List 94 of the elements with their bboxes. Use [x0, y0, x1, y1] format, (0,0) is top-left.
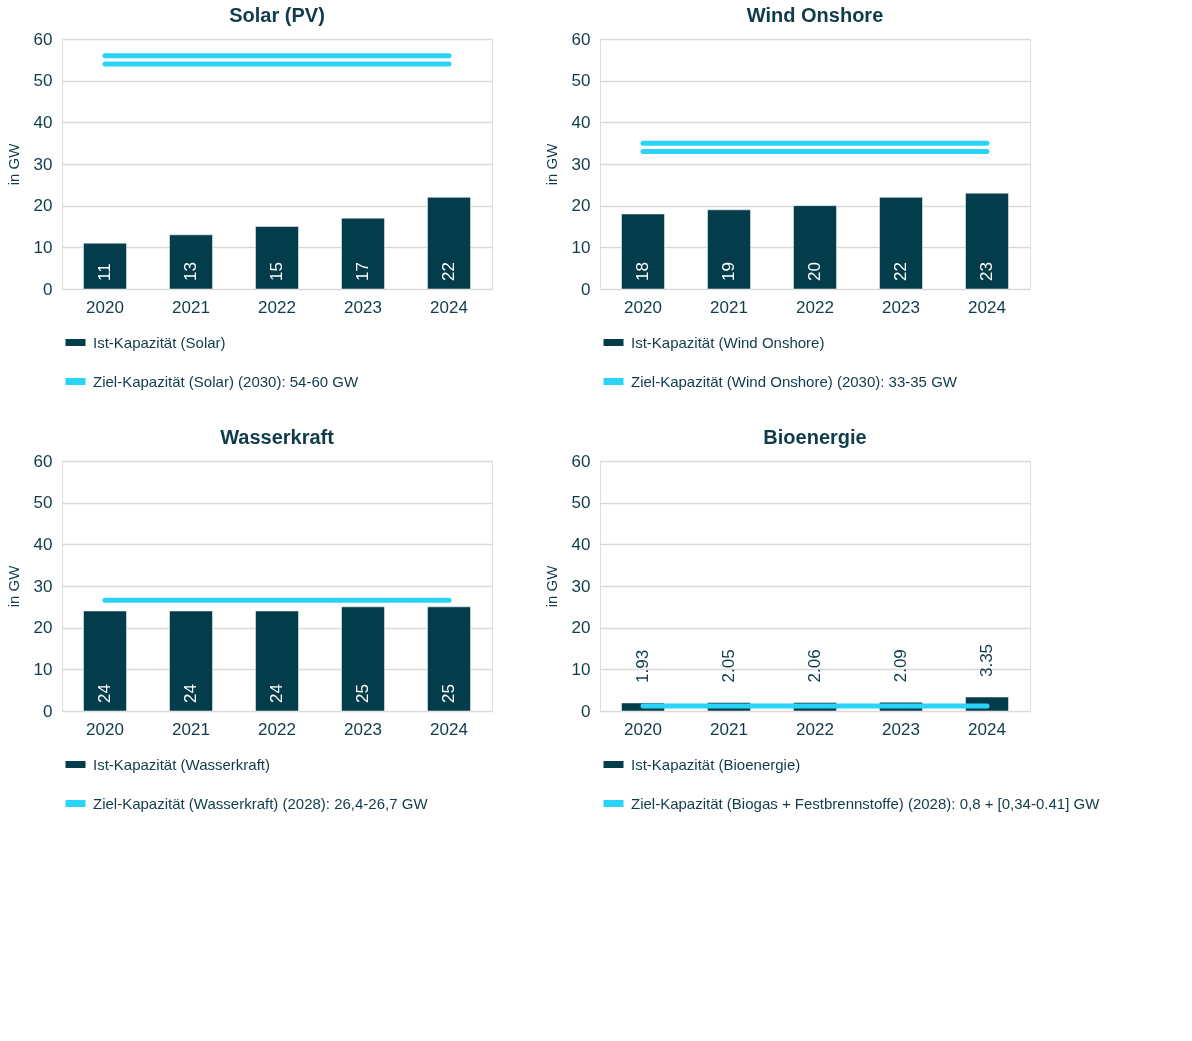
data-label: 1.93 [633, 649, 652, 683]
bar [965, 192, 1009, 290]
x-tick-label: 2023 [882, 719, 920, 739]
data-label: 22 [891, 262, 910, 281]
chart-title: Wind Onshore [746, 4, 884, 26]
y-tick-label: 50 [571, 71, 591, 91]
legend-label: Ist-Kapazität (Bioenergie) [631, 755, 801, 773]
bar [793, 205, 837, 290]
bar [621, 213, 665, 290]
y-tick-label: 20 [33, 196, 53, 216]
data-label: 17 [353, 262, 372, 281]
x-tick-label: 2021 [710, 719, 748, 739]
y-tick-label: 20 [571, 196, 591, 216]
legend-label: Ist-Kapazität (Wind Onshore) [631, 333, 825, 351]
x-tick-label: 2020 [624, 719, 662, 739]
chart-title: Solar (PV) [229, 4, 325, 26]
x-tick-label: 2021 [172, 719, 210, 739]
data-label: 3.35 [977, 643, 996, 678]
y-tick-label: 20 [571, 618, 591, 638]
y-tick-label: 10 [571, 237, 591, 257]
bar [169, 234, 213, 290]
data-label: 13 [181, 262, 200, 281]
bar [341, 217, 385, 290]
data-label: 22 [439, 262, 458, 281]
legend-label: Ziel-Kapazität (Wasserkraft) (2028): 26,4-26,7 GW [93, 794, 429, 812]
x-tick-label: 2022 [796, 297, 834, 317]
bar [83, 242, 127, 290]
data-label: 2.06 [805, 649, 824, 683]
x-tick-label: 2022 [258, 297, 296, 317]
bar [707, 209, 751, 290]
data-label: 11 [95, 263, 114, 281]
bar [879, 197, 923, 290]
data-label: 23 [977, 262, 996, 281]
x-tick-label: 2024 [968, 297, 1006, 317]
y-axis-title: in GW [4, 564, 22, 608]
x-tick-label: 2021 [172, 297, 210, 317]
x-tick-label: 2022 [796, 719, 834, 739]
x-tick-label: 2023 [344, 719, 382, 739]
data-label: 18 [633, 262, 652, 281]
legend-label: Ist-Kapazität (Solar) [93, 333, 226, 351]
legend-label: Ziel-Kapazität (Solar) (2030): 54-60 GW [93, 372, 359, 390]
bar [427, 197, 471, 290]
data-label: 24 [95, 684, 114, 703]
legend-label: Ziel-Kapazität (Wind Onshore) (2030): 33-35 GW [631, 372, 958, 390]
y-tick-label: 0 [43, 701, 53, 721]
y-tick-label: 40 [33, 112, 53, 132]
y-tick-label: 50 [571, 493, 591, 513]
y-tick-label: 40 [33, 534, 53, 554]
legend-label: Ziel-Kapazität (Biogas + Festbrennstoffe) (2028): 0,8 + [0,34-0.41] GW [631, 794, 1101, 812]
data-label: 25 [353, 684, 372, 703]
y-tick-label: 60 [33, 451, 53, 471]
y-tick-label: 10 [33, 237, 53, 257]
x-tick-label: 2024 [430, 719, 468, 739]
y-tick-label: 20 [33, 618, 53, 638]
data-label: 20 [805, 262, 824, 281]
x-tick-label: 2023 [882, 297, 920, 317]
y-tick-label: 40 [571, 534, 591, 554]
y-tick-label: 10 [33, 659, 53, 679]
data-label: 2.09 [891, 649, 910, 683]
y-axis-title: in GW [542, 142, 560, 186]
y-tick-label: 40 [571, 112, 591, 132]
legend-label: Ist-Kapazität (Wasserkraft) [93, 755, 270, 773]
data-label: 24 [181, 684, 200, 703]
y-tick-label: 30 [33, 154, 53, 174]
y-tick-label: 0 [581, 701, 591, 721]
y-tick-label: 30 [571, 154, 591, 174]
y-tick-label: 50 [33, 493, 53, 513]
y-tick-label: 0 [581, 279, 591, 299]
x-tick-label: 2020 [86, 719, 124, 739]
y-tick-label: 60 [571, 451, 591, 471]
x-tick-label: 2022 [258, 719, 296, 739]
x-tick-label: 2021 [710, 297, 748, 317]
x-tick-label: 2024 [430, 297, 468, 317]
y-tick-label: 60 [33, 29, 53, 49]
x-tick-label: 2023 [344, 297, 382, 317]
y-tick-label: 10 [571, 659, 591, 679]
data-label: 2.05 [719, 649, 738, 683]
data-label: 15 [267, 262, 286, 281]
y-tick-label: 60 [571, 29, 591, 49]
x-tick-label: 2024 [968, 719, 1006, 739]
y-tick-label: 30 [33, 576, 53, 596]
y-tick-label: 0 [43, 279, 53, 299]
data-label: 24 [267, 684, 286, 703]
y-tick-label: 50 [33, 71, 53, 91]
data-label: 25 [439, 684, 458, 703]
chart-title: Bioenergie [763, 426, 867, 448]
x-tick-label: 2020 [624, 297, 662, 317]
y-axis-title: in GW [4, 142, 22, 186]
bar [255, 226, 299, 290]
x-tick-label: 2020 [86, 297, 124, 317]
y-axis-title: in GW [542, 564, 560, 608]
chart-title: Wasserkraft [220, 426, 335, 448]
y-tick-label: 30 [571, 576, 591, 596]
data-label: 19 [719, 262, 738, 281]
